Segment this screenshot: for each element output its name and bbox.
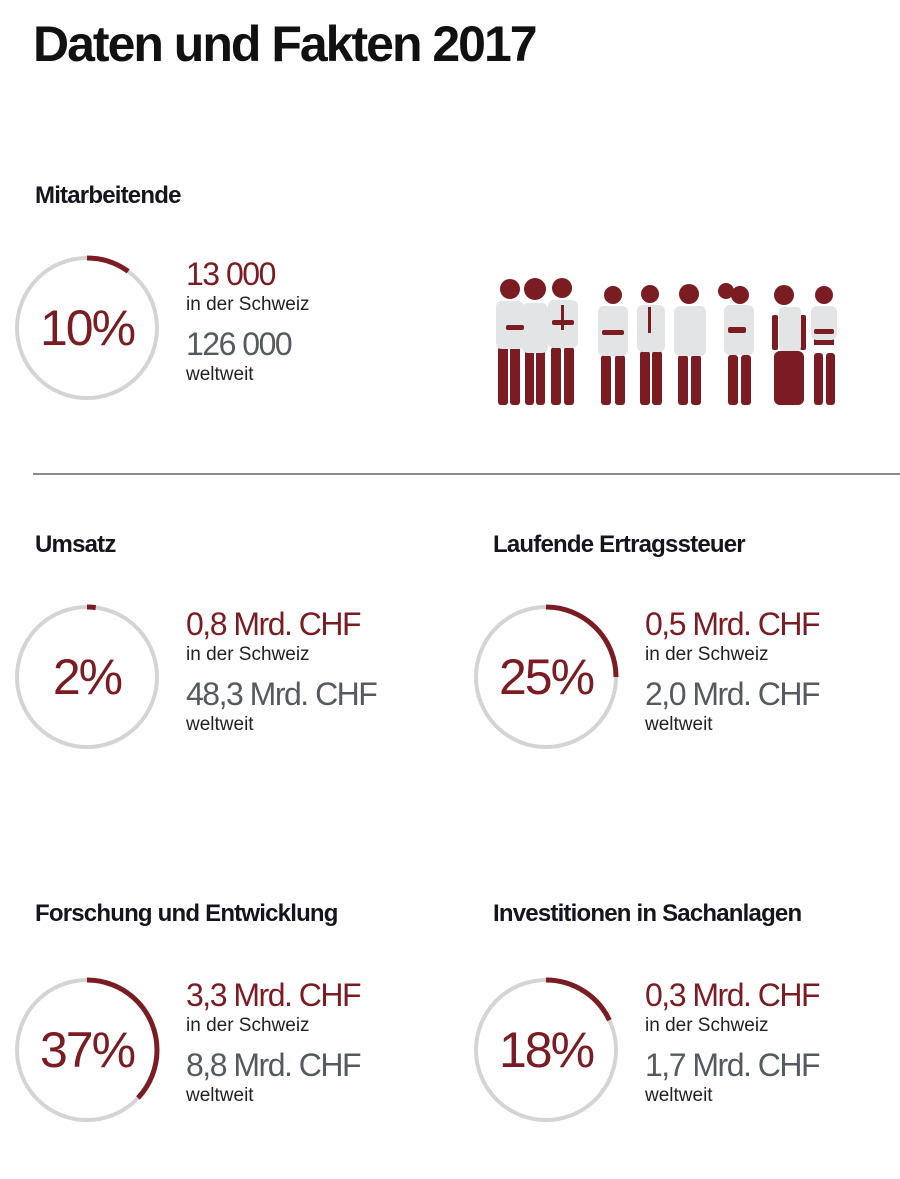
swiss-label: in der Schweiz (186, 294, 310, 315)
swiss-value: 0,3 Mrd. CHF (645, 977, 821, 1013)
swiss-label: in der Schweiz (645, 644, 769, 665)
world-label: weltweit (186, 714, 254, 735)
swiss-label: in der Schweiz (645, 1015, 769, 1036)
ring-chart-ertragssteuer: 25% (471, 602, 621, 752)
stats-investitionen: 0,3 Mrd. CHF in der Schweiz 1,7 Mrd. CHF… (645, 976, 821, 1108)
people-silhouettes-icon (488, 275, 848, 415)
page-title: Daten und Fakten 2017 (33, 16, 538, 72)
ring-svg (473, 977, 619, 1123)
section-title-mitarbeitende: Mitarbeitende (35, 182, 181, 209)
ring-svg (14, 604, 160, 750)
world-value: 48,3 Mrd. CHF (186, 676, 378, 712)
section-divider (33, 473, 900, 475)
percent-label: 37% (39, 1022, 136, 1078)
world-value: 8,8 Mrd. CHF (186, 1047, 362, 1083)
stats-mitarbeitende: 13 000 in der Schweiz 126 000 weltweit (186, 255, 310, 387)
section-title-forschung: Forschung und Entwicklung (35, 900, 338, 927)
ring-chart-mitarbeitende: 10% (12, 253, 162, 403)
swiss-label: in der Schweiz (186, 1015, 310, 1036)
world-label: weltweit (186, 364, 254, 385)
stats-ertragssteuer: 0,5 Mrd. CHF in der Schweiz 2,0 Mrd. CHF… (645, 605, 821, 737)
ring-svg (473, 604, 619, 750)
swiss-value: 13 000 (186, 256, 276, 292)
percent-label: 10% (39, 300, 136, 356)
world-label: weltweit (186, 1085, 254, 1106)
ring-chart-umsatz: 2% (12, 602, 162, 752)
stats-forschung: 3,3 Mrd. CHF in der Schweiz 8,8 Mrd. CHF… (186, 976, 362, 1108)
section-title-investitionen: Investitionen in Sachanlagen (493, 900, 802, 927)
swiss-value: 0,5 Mrd. CHF (645, 606, 821, 642)
section-title-ertragssteuer: Laufende Ertragssteuer (493, 531, 746, 558)
world-label: weltweit (645, 1085, 713, 1106)
percent-label: 18% (498, 1022, 595, 1078)
ring-chart-investitionen: 18% (471, 975, 621, 1125)
world-value: 126 000 (186, 326, 293, 362)
percent-label: 2% (52, 649, 123, 705)
ring-svg (14, 255, 160, 401)
stats-umsatz: 0,8 Mrd. CHF in der Schweiz 48,3 Mrd. CH… (186, 605, 378, 737)
percent-label: 25% (498, 649, 595, 705)
ring-svg (14, 977, 160, 1123)
world-value: 1,7 Mrd. CHF (645, 1047, 821, 1083)
section-title-umsatz: Umsatz (35, 531, 116, 558)
world-label: weltweit (645, 714, 713, 735)
ring-chart-forschung: 37% (12, 975, 162, 1125)
swiss-value: 0,8 Mrd. CHF (186, 606, 362, 642)
swiss-value: 3,3 Mrd. CHF (186, 977, 362, 1013)
world-value: 2,0 Mrd. CHF (645, 676, 821, 712)
swiss-label: in der Schweiz (186, 644, 310, 665)
